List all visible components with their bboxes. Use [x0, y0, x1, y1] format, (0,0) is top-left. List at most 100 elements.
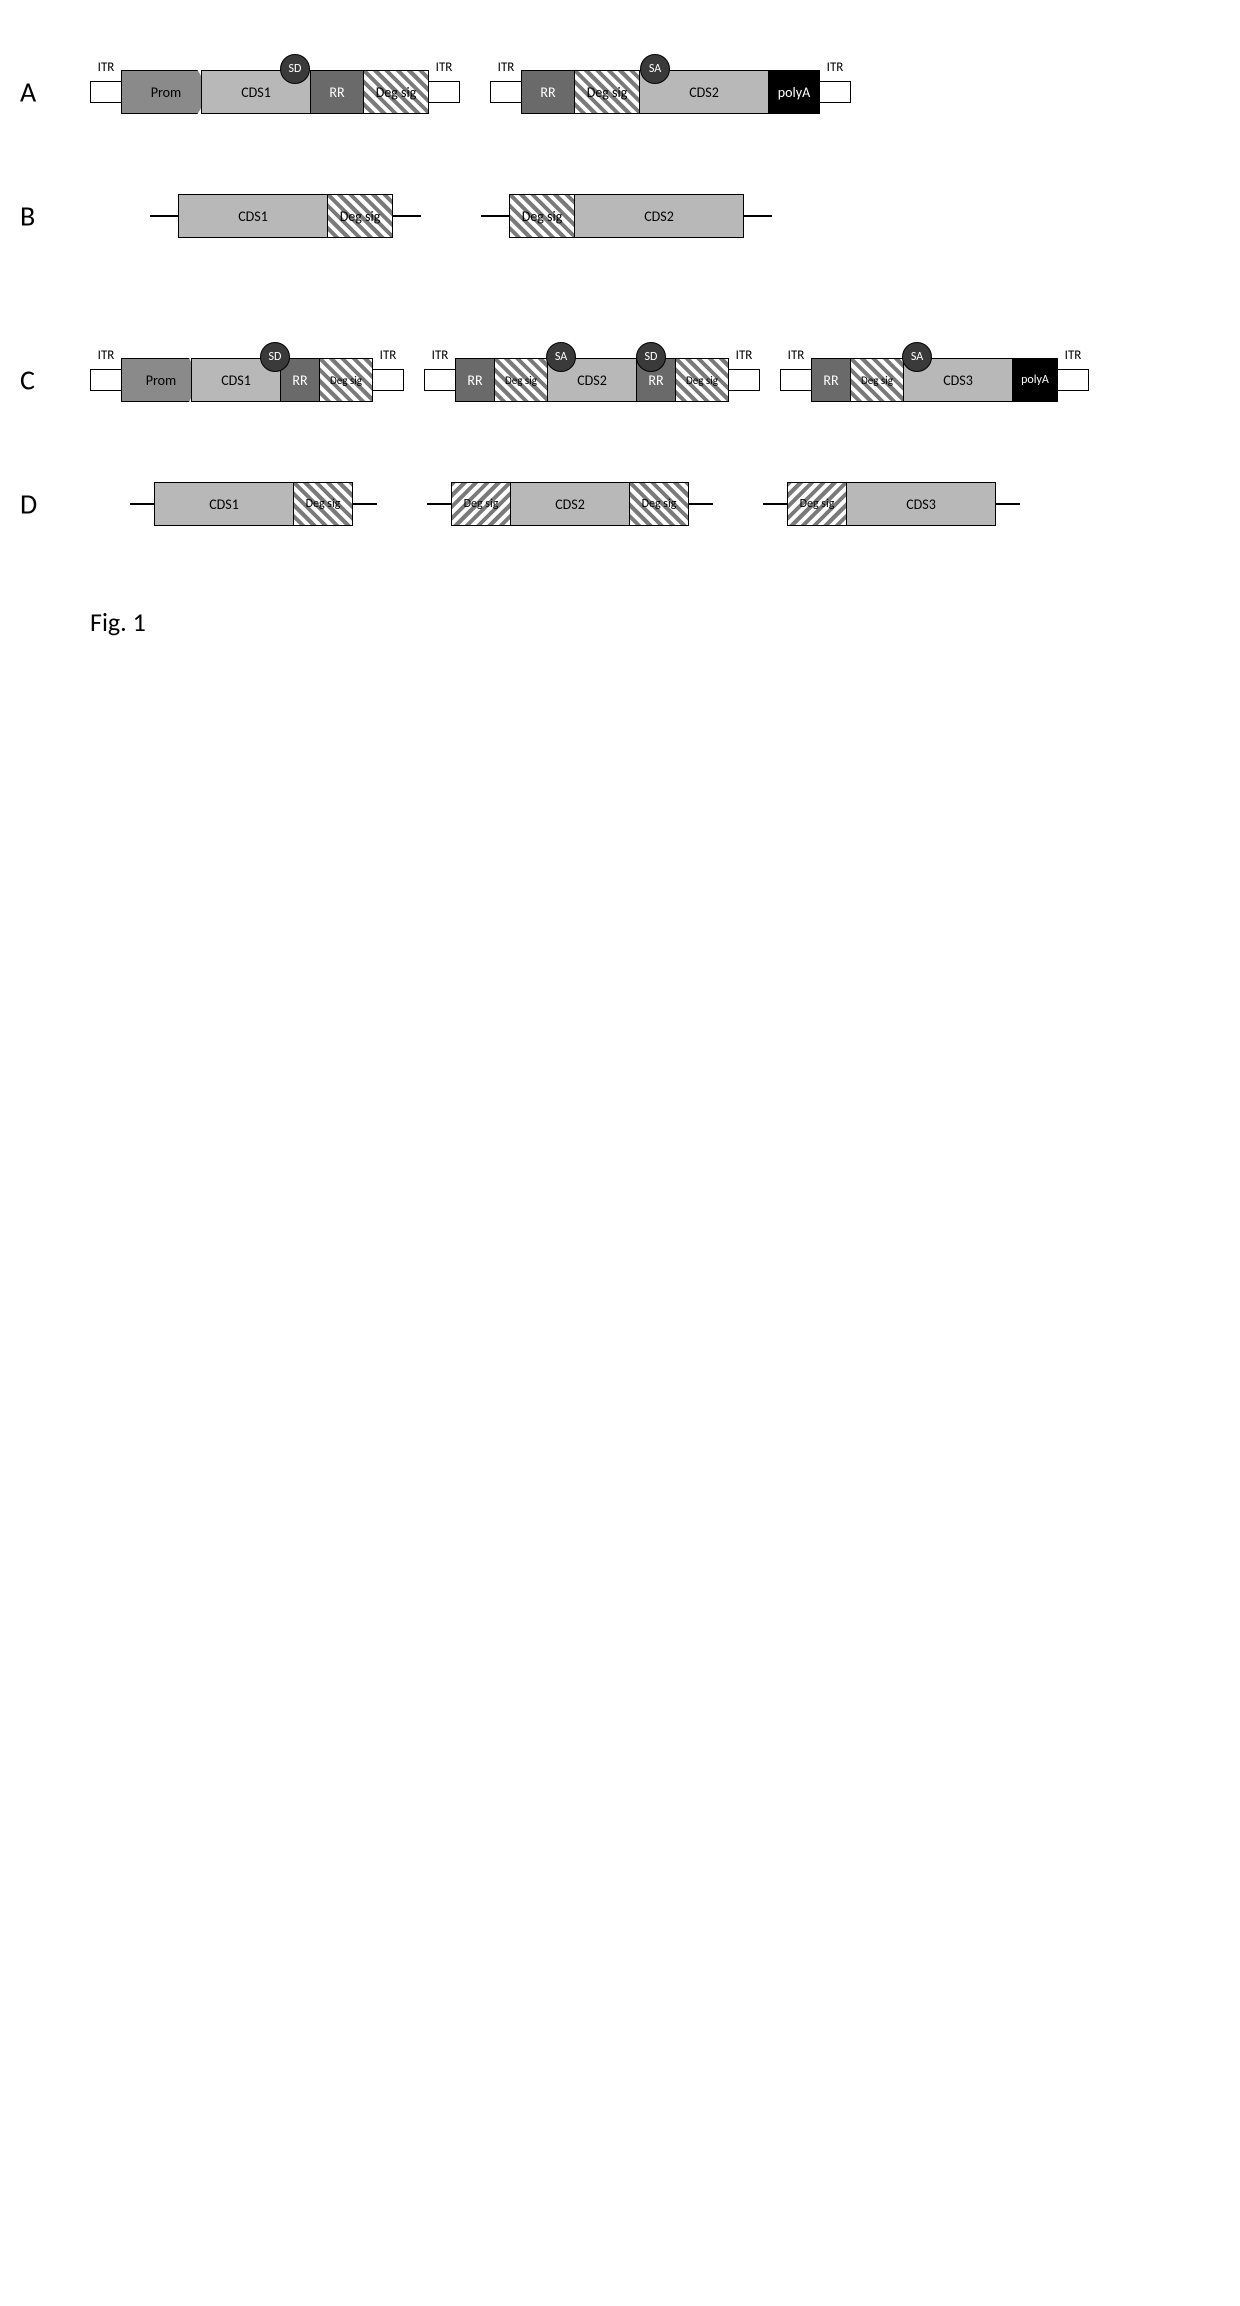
cds3-text: CDS3 [943, 372, 973, 389]
cds1-segment: CDS1 [178, 194, 328, 238]
cds2-text: CDS2 [577, 372, 607, 389]
itr-box: ITR [372, 369, 404, 391]
itr-box: ITR [428, 81, 460, 103]
rr-segment: RR [455, 358, 495, 402]
itr-box: ITR [90, 369, 122, 391]
polya-text: polyA [1021, 373, 1049, 387]
cds2-segment: CDS2 [510, 482, 630, 526]
itr-label: ITR [98, 60, 115, 75]
promoter-segment: Prom [121, 70, 211, 114]
figure-1: A ITR Prom CDS1 SD RR [30, 70, 1210, 638]
itr-label: ITR [736, 348, 753, 363]
sa-marker: SA [546, 342, 576, 372]
cds2-text: CDS2 [555, 496, 585, 513]
rr-text: RR [648, 372, 663, 389]
sa-text: SA [649, 62, 661, 76]
construct-b1: CDS1 Deg sig [150, 194, 421, 238]
itr-label: ITR [788, 348, 805, 363]
degsig-text: Deg sig [505, 374, 537, 387]
degsig-segment: Deg sig [629, 482, 689, 526]
line-extension [393, 215, 421, 217]
rr-segment: RR [521, 70, 575, 114]
degsig-text: Deg sig [642, 497, 677, 511]
degsig-text: Deg sig [340, 208, 381, 225]
panel-b: B CDS1 Deg sig Deg sig CDS2 [30, 194, 1210, 238]
sd-marker: SD [636, 342, 666, 372]
construct-a2: ITR RR Deg sig SA CDS2 polyA ITR [490, 70, 851, 114]
panel-a-row: ITR Prom CDS1 SD RR Deg sig ITR [90, 70, 1210, 114]
rr-text: RR [540, 84, 555, 101]
prom-text: Prom [151, 84, 181, 101]
degsig-text: Deg sig [686, 374, 718, 387]
itr-box: ITR [728, 369, 760, 391]
line-extension [353, 503, 377, 505]
line-extension [744, 215, 772, 217]
degsig-text: Deg sig [522, 208, 563, 225]
rr-text: RR [823, 372, 838, 389]
cds3-segment: CDS3 [846, 482, 996, 526]
degsig-segment: Deg sig [850, 358, 904, 402]
cds1-segment: CDS1 [154, 482, 294, 526]
construct-a1: ITR Prom CDS1 SD RR Deg sig ITR [90, 70, 460, 114]
rr-segment: RR [310, 70, 364, 114]
itr-label: ITR [827, 60, 844, 75]
sd-marker: SD [280, 54, 310, 84]
promoter-segment: Prom [121, 358, 201, 402]
degsig-segment: Deg sig [363, 70, 429, 114]
degsig-text: Deg sig [587, 84, 628, 101]
cds2-text: CDS2 [644, 208, 674, 225]
degsig-segment: Deg sig [494, 358, 548, 402]
cds3-text: CDS3 [906, 496, 936, 513]
rr-text: RR [467, 372, 482, 389]
rr-text: RR [329, 84, 344, 101]
sd-text: SD [269, 350, 282, 364]
sd-text: SD [645, 350, 658, 364]
line-extension [996, 503, 1020, 505]
construct-c1: ITR Prom CDS1 SD RR Deg sig ITR [90, 358, 404, 402]
degsig-segment: Deg sig [787, 482, 847, 526]
panel-b-row: CDS1 Deg sig Deg sig CDS2 [90, 194, 1210, 238]
degsig-segment: Deg sig [574, 70, 640, 114]
degsig-text: Deg sig [376, 84, 417, 101]
rr-segment: RR [811, 358, 851, 402]
itr-label: ITR [432, 348, 449, 363]
degsig-text: Deg sig [464, 497, 499, 511]
panel-c: C ITR Prom CDS1 SD RR Deg sig ITR ITR RR… [30, 358, 1210, 402]
line-extension [689, 503, 713, 505]
degsig-text: Deg sig [306, 497, 341, 511]
cds1-text: CDS1 [238, 208, 268, 225]
polya-text: polyA [778, 84, 810, 101]
construct-b2: Deg sig CDS2 [481, 194, 772, 238]
itr-label: ITR [380, 348, 397, 363]
degsig-segment: Deg sig [451, 482, 511, 526]
panel-c-label: C [20, 363, 35, 398]
line-extension [427, 503, 451, 505]
line-extension [763, 503, 787, 505]
panel-c-row: ITR Prom CDS1 SD RR Deg sig ITR ITR RR D… [90, 358, 1210, 402]
panel-b-label: B [20, 199, 35, 234]
degsig-segment: Deg sig [319, 358, 373, 402]
itr-label: ITR [98, 348, 115, 363]
cds1-text: CDS1 [241, 84, 271, 101]
construct-d1: CDS1 Deg sig [130, 482, 377, 526]
sa-text: SA [555, 350, 567, 364]
panel-a: A ITR Prom CDS1 SD RR [30, 70, 1210, 114]
panel-d: D CDS1 Deg sig Deg sig CDS2 Deg sig Deg … [30, 482, 1210, 526]
itr-box: ITR [424, 369, 456, 391]
line-extension [150, 215, 178, 217]
construct-d2: Deg sig CDS2 Deg sig [427, 482, 713, 526]
sd-text: SD [289, 62, 302, 76]
line-extension [481, 215, 509, 217]
figure-caption: Fig. 1 [90, 606, 1210, 638]
degsig-segment: Deg sig [509, 194, 575, 238]
sa-text: SA [911, 350, 923, 364]
degsig-text: Deg sig [861, 374, 893, 387]
line-extension [130, 503, 154, 505]
panel-a-label: A [20, 75, 36, 110]
rr-text: RR [292, 372, 307, 389]
cds1-text: CDS1 [221, 372, 251, 389]
prom-text: Prom [146, 372, 176, 389]
degsig-text: Deg sig [330, 374, 362, 387]
construct-d3: Deg sig CDS3 [763, 482, 1020, 526]
itr-box: ITR [1057, 369, 1089, 391]
